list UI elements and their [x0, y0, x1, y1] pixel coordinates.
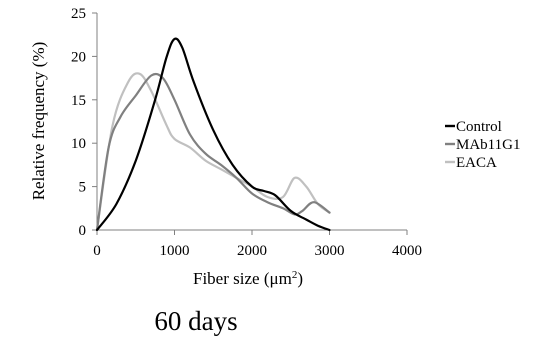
series-line-eaca [95, 72, 331, 232]
y-axis-label: Relative frequency (%) [29, 42, 48, 201]
x-tick-label: 1000 [160, 243, 190, 259]
x-tick-label: 3000 [315, 243, 345, 259]
legend: Control MAb11G1 EACA [445, 119, 520, 171]
x-axis-label: Fiber size (μm2) [193, 269, 303, 288]
caption: 60 days [154, 306, 238, 336]
y-tick-label: 5 [79, 180, 87, 196]
legend-label-eaca: EACA [456, 155, 497, 171]
x-tick-label: 2000 [237, 243, 267, 259]
y-tick-label: 25 [71, 6, 86, 22]
y-tick-label: 20 [71, 49, 86, 65]
chart: 0 5 10 15 20 25 0 1000 2000 3000 4000 Relative fr… [29, 6, 520, 288]
series-line-mab11g1 [95, 72, 331, 232]
y-tick-label: 10 [71, 136, 86, 152]
plot-area: 0 5 10 15 20 25 0 1000 2000 3000 4000 [71, 6, 422, 259]
x-tick-label: 0 [93, 243, 101, 259]
y-tick-label: 0 [79, 223, 87, 239]
y-ticks: 0 5 10 15 20 25 [71, 6, 97, 239]
x-ticks: 0 1000 2000 3000 4000 [93, 230, 422, 259]
series-lines [95, 37, 331, 232]
legend-label-control: Control [456, 119, 502, 135]
legend-label-mab11g1: MAb11G1 [456, 137, 520, 153]
y-tick-label: 15 [71, 93, 86, 109]
x-tick-label: 4000 [392, 243, 422, 259]
series-line-control [95, 37, 331, 232]
